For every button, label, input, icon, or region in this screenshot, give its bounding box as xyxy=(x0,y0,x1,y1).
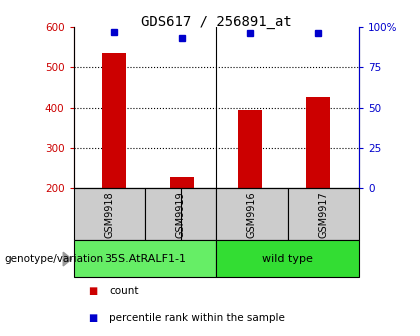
Text: wild type: wild type xyxy=(262,254,313,264)
Bar xyxy=(288,188,359,240)
Text: count: count xyxy=(109,286,139,296)
Polygon shape xyxy=(63,252,71,266)
Text: ■: ■ xyxy=(88,286,97,296)
Bar xyxy=(145,188,216,240)
Text: 35S.AtRALF1-1: 35S.AtRALF1-1 xyxy=(104,254,186,264)
Text: GSM9918: GSM9918 xyxy=(104,191,114,238)
Text: percentile rank within the sample: percentile rank within the sample xyxy=(109,312,285,323)
Text: GSM9917: GSM9917 xyxy=(318,191,328,238)
Bar xyxy=(307,97,330,188)
Text: GSM9916: GSM9916 xyxy=(247,191,257,238)
Bar xyxy=(74,188,145,240)
Bar xyxy=(216,188,288,240)
Text: ■: ■ xyxy=(88,312,97,323)
Bar xyxy=(102,53,126,188)
Bar xyxy=(74,240,216,277)
Text: GDS617 / 256891_at: GDS617 / 256891_at xyxy=(141,15,291,29)
Text: GSM9919: GSM9919 xyxy=(176,191,186,238)
Bar xyxy=(171,177,194,188)
Bar xyxy=(216,240,359,277)
Bar xyxy=(239,110,262,188)
Text: genotype/variation: genotype/variation xyxy=(4,254,103,264)
